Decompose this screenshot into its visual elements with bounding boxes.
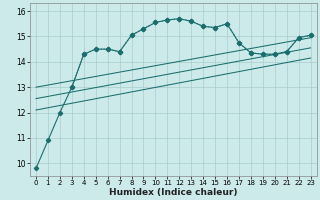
- X-axis label: Humidex (Indice chaleur): Humidex (Indice chaleur): [109, 188, 237, 197]
